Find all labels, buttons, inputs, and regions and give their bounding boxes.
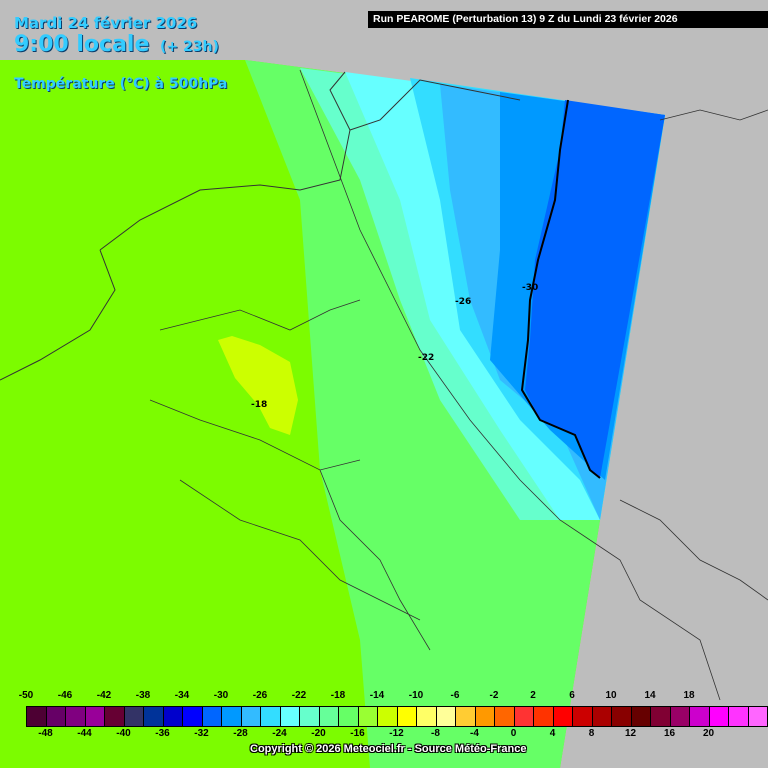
legend-swatch [709, 707, 729, 726]
legend-swatch [241, 707, 261, 726]
zone-yellow-green [218, 336, 298, 435]
copyright-notice: Copyright © 2026 Meteociel.fr - Source M… [250, 743, 527, 755]
legend-swatch [144, 707, 164, 726]
legend-tick-label: 16 [663, 728, 676, 739]
isoline-label-minus-30: -30 [522, 283, 539, 293]
variable-label: Température (°C) à 500hPa [14, 76, 228, 92]
forecast-date: Mardi 24 février 2026 [14, 14, 198, 32]
legend-tick-label: -2 [489, 690, 499, 701]
legend-swatch [46, 707, 66, 726]
legend-swatch [651, 707, 671, 726]
legend-tick-label: 8 [588, 728, 595, 739]
legend-swatch [514, 707, 534, 726]
legend-tick-label: 2 [530, 690, 536, 701]
legend-tick-label: -42 [96, 690, 112, 701]
legend-swatch [183, 707, 203, 726]
legend-swatch [397, 707, 417, 726]
forecast-offset: (+ 23h) [160, 39, 219, 55]
isoline-minus-30 [520, 99, 601, 479]
legend-swatch [612, 707, 632, 726]
zone-deep-blue [525, 100, 665, 478]
isoline-label-minus-26: -26 [455, 297, 472, 307]
forecast-local-time: 9:00 locale [14, 32, 150, 57]
legend-tick-label: -34 [174, 690, 190, 701]
legend-swatch [631, 707, 651, 726]
legend-tick-label: -48 [38, 728, 53, 739]
borders [149, 109, 768, 701]
legend-swatch [202, 707, 222, 726]
legend-swatch [553, 707, 573, 726]
legend-swatch [670, 707, 690, 726]
run-info-bar: Run PEAROME (Perturbation 13) 9 Z du Lun… [368, 11, 768, 28]
legend-color-bar [26, 706, 768, 727]
legend-tick-label: -14 [369, 690, 385, 701]
legend-tick-label: -4 [470, 728, 479, 739]
legend-swatch [124, 707, 144, 726]
legend-swatch [105, 707, 125, 726]
legend-swatch [592, 707, 612, 726]
legend-swatch [66, 707, 86, 726]
legend-tick-label: -8 [431, 728, 440, 739]
legend-swatch [495, 707, 515, 726]
legend-swatch [748, 707, 768, 726]
legend-swatch [690, 707, 710, 726]
legend-swatch [475, 707, 495, 726]
legend-tick-label: -18 [330, 690, 346, 701]
legend-swatch [222, 707, 242, 726]
legend-swatch [534, 707, 554, 726]
legend-swatch [85, 707, 105, 726]
legend-tick-label: -38 [135, 690, 151, 701]
legend-tick-label: -36 [155, 728, 170, 739]
legend-tick-label: -24 [272, 728, 287, 739]
legend-bottom-labels: -48 -44 -40 -36 -32 -28 -24 -20 -16 -12 -8 -4 0 4 8 12 1… [0, 728, 768, 746]
legend-tick-label: 6 [569, 690, 575, 701]
legend-swatch [358, 707, 378, 726]
legend-tick-label: 20 [702, 728, 715, 739]
isoline-label-minus-22: -22 [418, 353, 435, 363]
legend-swatch [456, 707, 476, 726]
legend-swatch [27, 707, 47, 726]
legend-tick-label: -44 [77, 728, 92, 739]
legend-swatch [417, 707, 437, 726]
legend-tick-label: -12 [389, 728, 404, 739]
legend-swatch [378, 707, 398, 726]
coastline [0, 71, 521, 381]
isoline-label-minus-18: -18 [251, 400, 268, 410]
legend-tick-label: -20 [311, 728, 326, 739]
legend-tick-label: 12 [624, 728, 637, 739]
legend-tick-label: -22 [291, 690, 307, 701]
legend-tick-label: 18 [683, 690, 695, 701]
legend-tick-label: -28 [233, 728, 248, 739]
legend-tick-label: 0 [510, 728, 517, 739]
legend-tick-label: -32 [194, 728, 209, 739]
legend-swatch [573, 707, 593, 726]
legend-swatch [280, 707, 300, 726]
legend-tick-label: 10 [605, 690, 617, 701]
legend-swatch [319, 707, 339, 726]
legend-tick-label: 14 [644, 690, 656, 701]
legend-tick-label: -46 [57, 690, 73, 701]
legend-swatch [339, 707, 359, 726]
legend-tick-label: -30 [213, 690, 229, 701]
legend-tick-label: -16 [350, 728, 365, 739]
legend-tick-label: 4 [549, 728, 556, 739]
legend-tick-label: -6 [450, 690, 460, 701]
isoline-minus-22 [299, 69, 591, 541]
legend-top-labels: -50 -46 -42 -38 -34 -30 -26 -22 -18 -14 -10 -6 -2 2 6 1… [0, 688, 768, 706]
legend-tick-label: -26 [252, 690, 268, 701]
legend-tick-label: -10 [408, 690, 424, 701]
legend-tick-label: -50 [18, 690, 34, 701]
legend-tick-label: -40 [116, 728, 131, 739]
legend-swatch [261, 707, 281, 726]
legend-swatch [163, 707, 183, 726]
legend-swatch [436, 707, 456, 726]
legend-swatch [300, 707, 320, 726]
legend-swatch [729, 707, 749, 726]
